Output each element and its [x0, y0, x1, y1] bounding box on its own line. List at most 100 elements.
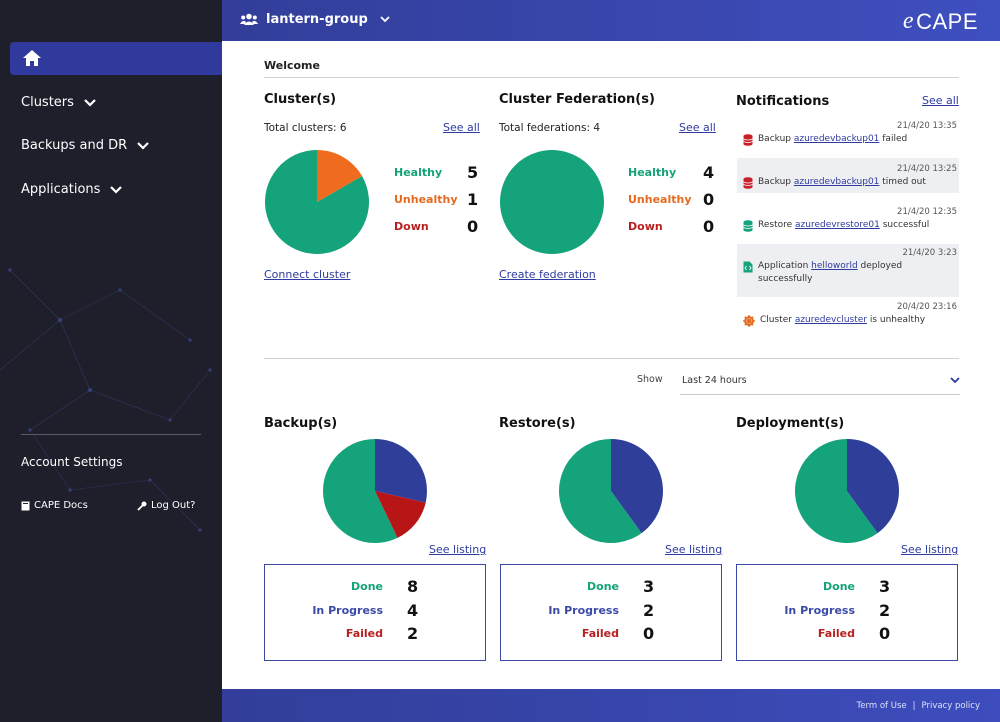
pie-slice-in-progress	[846, 439, 899, 534]
database-red-icon	[743, 134, 753, 146]
chevron-down-icon	[137, 141, 149, 150]
group-name: lantern-group	[266, 12, 368, 27]
sidebar-item-label: Clusters	[21, 95, 74, 110]
federation-see-all-link[interactable]: See all	[679, 121, 716, 134]
clusters-title: Cluster(s)	[264, 92, 337, 107]
sidebar-item-clusters[interactable]: Clusters	[21, 95, 96, 110]
helm-icon	[743, 315, 755, 327]
backups-failed-label: Failed	[345, 627, 383, 640]
notification-item: 21/4/20 12:35 Restore azuredevrestore01 …	[737, 207, 959, 236]
deployments-failed-label: Failed	[817, 627, 855, 640]
logout-link[interactable]: Log Out?	[137, 500, 195, 511]
pie-slice-healthy	[500, 150, 604, 254]
users-icon	[240, 13, 258, 25]
deployments-done-count: 3	[879, 577, 891, 596]
federation-title: Cluster Federation(s)	[499, 92, 655, 107]
sidebar-item-applications[interactable]: Applications	[21, 182, 123, 197]
notification-item: 21/4/20 13:25 Backup azuredevbackup01 ti…	[737, 158, 959, 193]
chevron-down-icon	[84, 98, 96, 107]
docs-label: CAPE Docs	[34, 500, 88, 511]
notification-item: 21/4/20 13:35 Backup azuredevbackup01 fa…	[737, 121, 959, 150]
notification-link[interactable]: azuredevrestore01	[795, 220, 880, 230]
brand-logo: e CAPE	[903, 8, 978, 35]
footer: Term of Use | Privacy policy	[222, 689, 1000, 722]
notification-text: successful	[879, 220, 930, 230]
clusters-see-all-link[interactable]: See all	[443, 121, 480, 134]
federation-down-count: 0	[703, 217, 715, 236]
sidebar-item-backups[interactable]: Backups and DR	[21, 138, 149, 153]
chevron-down-icon	[950, 377, 960, 384]
notification-time: 21/4/20 13:25	[897, 164, 957, 174]
deployments-pie-chart	[795, 439, 899, 543]
notification-link[interactable]: azuredevcluster	[794, 315, 867, 325]
brand-logo-mark: e	[902, 8, 915, 34]
create-federation-link[interactable]: Create federation	[499, 268, 596, 281]
restores-see-listing-link[interactable]: See listing	[665, 543, 723, 556]
home-nav-item[interactable]	[10, 42, 222, 75]
backups-progress-count: 4	[407, 601, 419, 620]
book-icon	[21, 501, 30, 510]
deployments-see-listing-link[interactable]: See listing	[901, 543, 959, 556]
divider	[264, 358, 959, 359]
key-icon	[137, 501, 147, 511]
restores-failed-count: 0	[643, 624, 655, 643]
clusters-unhealthy-count: 1	[467, 190, 479, 209]
sidebar-divider	[21, 434, 201, 435]
restores-title: Restore(s)	[499, 416, 576, 431]
federation-unhealthy-label: Unhealthy	[628, 193, 692, 206]
notification-link[interactable]: azuredevbackup01	[793, 134, 880, 144]
terms-link[interactable]: Term of Use	[856, 701, 907, 711]
pie-slice-done	[323, 438, 398, 543]
notifications-see-all-link[interactable]: See all	[922, 94, 959, 107]
deployments-progress-label: In Progress	[784, 604, 855, 617]
time-range-select[interactable]: Last 24 hours	[680, 367, 960, 395]
deployments-progress-count: 2	[879, 601, 891, 620]
file-code-icon	[743, 261, 753, 273]
clusters-healthy-label: Healthy	[394, 166, 443, 179]
notification-text: Backup	[758, 134, 794, 144]
federation-pie-chart	[500, 150, 604, 254]
sidebar-item-label: Applications	[21, 182, 101, 197]
chevron-down-icon	[110, 185, 123, 194]
clusters-down-count: 0	[467, 217, 479, 236]
group-selector[interactable]: lantern-group	[240, 12, 390, 27]
sidebar: Clusters Backups and DR Applications Acc…	[0, 0, 222, 722]
backups-pie-chart	[323, 438, 427, 543]
pie-slice-unhealthy	[317, 150, 363, 202]
home-icon	[23, 50, 41, 66]
backups-done-count: 8	[407, 577, 419, 596]
database-green-icon	[743, 220, 753, 232]
pie-slice-done	[795, 439, 878, 543]
federation-total: Total federations: 4	[499, 122, 601, 134]
notification-text: Cluster	[760, 315, 795, 325]
notification-text: is unhealthy	[866, 315, 926, 325]
deployments-title: Deployment(s)	[736, 416, 845, 431]
notification-item: 21/4/20 3:23 Application helloworld depl…	[737, 244, 959, 297]
backups-failed-count: 2	[407, 624, 419, 643]
privacy-link[interactable]: Privacy policy	[921, 701, 981, 711]
notification-text: Backup	[758, 177, 794, 187]
backups-see-listing-link[interactable]: See listing	[429, 543, 487, 556]
notification-time: 21/4/20 13:35	[897, 121, 957, 131]
clusters-total: Total clusters: 6	[264, 122, 347, 134]
footer-separator: |	[912, 701, 916, 711]
clusters-healthy-count: 5	[467, 163, 479, 182]
notification-link[interactable]: azuredevbackup01	[793, 177, 880, 187]
notification-link[interactable]: helloworld	[811, 261, 858, 271]
docs-link[interactable]: CAPE Docs	[21, 500, 88, 511]
backups-summary-box: Done 8 In Progress 4 Failed 2	[264, 564, 486, 661]
account-settings-link[interactable]: Account Settings	[21, 455, 123, 469]
federation-healthy-label: Healthy	[628, 166, 677, 179]
notification-text: failed	[879, 134, 908, 144]
restores-pie-chart	[559, 439, 663, 543]
main-content: Welcome Cluster(s) Total clusters: 6 See…	[222, 41, 1000, 689]
notification-text: Restore	[758, 220, 796, 230]
clusters-pie-chart	[265, 150, 369, 254]
federation-healthy-count: 4	[703, 163, 715, 182]
clusters-down-label: Down	[394, 220, 429, 233]
notification-item: 20/4/20 23:16 Cluster azuredevcluster is…	[737, 302, 959, 331]
pie-slice-in-progress	[610, 439, 663, 534]
backups-progress-label: In Progress	[312, 604, 383, 617]
connect-cluster-link[interactable]: Connect cluster	[264, 268, 351, 281]
federation-unhealthy-count: 0	[703, 190, 715, 209]
